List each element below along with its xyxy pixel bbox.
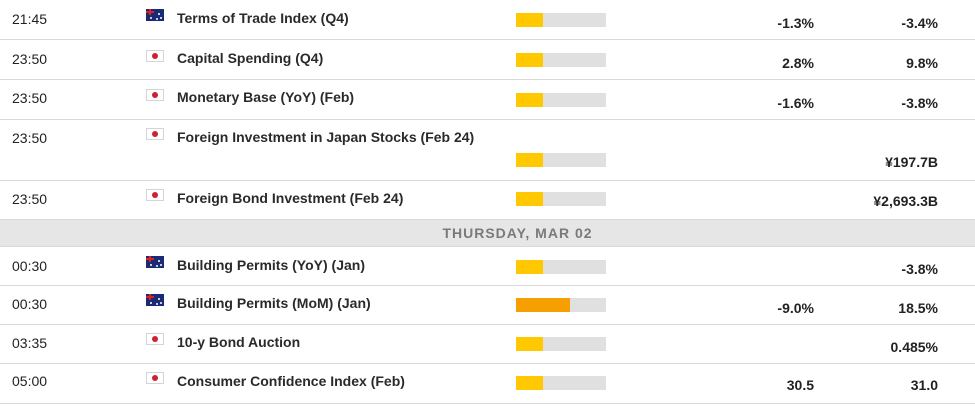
impact-bar-fill: [516, 337, 543, 351]
impact-bar: [516, 192, 606, 206]
impact-bar: [516, 153, 606, 167]
impact-bar-fill: [516, 93, 543, 107]
actual-value: 2.8%: [782, 55, 814, 71]
japan-flag-icon: [146, 50, 164, 62]
impact-bar: [516, 13, 606, 27]
event-time: 23:50: [12, 191, 48, 207]
japan-flag-icon: [146, 333, 164, 345]
actual-value: -1.3%: [777, 15, 814, 31]
event-time: 05:00: [12, 373, 48, 389]
day-header: THURSDAY, MAR 02: [0, 220, 975, 247]
actual-value: -1.6%: [777, 95, 814, 111]
table-row[interactable]: 23:50 Foreign Bond Investment (Feb 24) ¥…: [0, 181, 975, 220]
event-name[interactable]: Foreign Investment in Japan Stocks (Feb …: [177, 129, 475, 145]
japan-flag-icon: [146, 89, 164, 101]
event-time: 00:30: [12, 258, 48, 274]
event-time: 23:50: [12, 51, 48, 67]
forecast-value: 0.485%: [890, 339, 938, 355]
forecast-value: ¥2,693.3B: [873, 193, 938, 209]
impact-bar: [516, 260, 606, 274]
event-name[interactable]: Consumer Confidence Index (Feb): [177, 373, 405, 389]
japan-flag-icon: [146, 372, 164, 384]
event-name[interactable]: 10-y Bond Auction: [177, 334, 301, 350]
event-time: 03:35: [12, 335, 48, 351]
forecast-value: -3.8%: [901, 95, 938, 111]
actual-value: 30.5: [786, 377, 814, 393]
impact-bar-fill: [516, 298, 570, 312]
impact-bar-fill: [516, 153, 543, 167]
event-name[interactable]: Foreign Bond Investment (Feb 24): [177, 190, 404, 206]
actual-value: -9.0%: [777, 300, 814, 316]
impact-bar-fill: [516, 376, 543, 390]
table-row[interactable]: 21:45 Terms of Trade Index (Q4) -1.3% -3…: [0, 0, 975, 40]
australia-flag-icon: [146, 9, 164, 21]
impact-bar-fill: [516, 13, 543, 27]
japan-flag-icon: [146, 189, 164, 201]
event-time: 21:45: [12, 11, 48, 27]
forecast-value: 18.5%: [898, 300, 938, 316]
event-name[interactable]: Capital Spending (Q4): [177, 50, 324, 66]
impact-bar-fill: [516, 192, 543, 206]
event-time: 23:50: [12, 90, 48, 106]
forecast-value: 31.0: [910, 377, 938, 393]
australia-flag-icon: [146, 256, 164, 268]
impact-bar: [516, 337, 606, 351]
australia-flag-icon: [146, 294, 164, 306]
table-row[interactable]: 05:00 Consumer Confidence Index (Feb) 30…: [0, 364, 975, 404]
forecast-value: ¥197.7B: [885, 154, 938, 170]
forecast-value: -3.4%: [901, 15, 938, 31]
forecast-value: 9.8%: [906, 55, 938, 71]
table-row[interactable]: 00:30 Building Permits (YoY) (Jan) -3.8%: [0, 247, 975, 286]
impact-bar: [516, 376, 606, 390]
event-time: 23:50: [12, 130, 48, 146]
impact-bar: [516, 93, 606, 107]
event-name[interactable]: Building Permits (MoM) (Jan): [177, 295, 371, 311]
table-row[interactable]: 23:50 Monetary Base (YoY) (Feb) -1.6% -3…: [0, 80, 975, 120]
impact-bar-fill: [516, 260, 543, 274]
table-row[interactable]: 23:50 Capital Spending (Q4) 2.8% 9.8%: [0, 40, 975, 80]
event-name[interactable]: Monetary Base (YoY) (Feb): [177, 89, 355, 105]
day-header-label: THURSDAY, MAR 02: [442, 225, 593, 241]
event-time: 00:30: [12, 296, 48, 312]
table-row[interactable]: 00:30 Building Permits (MoM) (Jan) -9.0%…: [0, 286, 975, 325]
table-row[interactable]: 23:50 Foreign Investment in Japan Stocks…: [0, 120, 975, 181]
event-name[interactable]: Building Permits (YoY) (Jan): [177, 257, 365, 273]
impact-bar: [516, 298, 606, 312]
japan-flag-icon: [146, 128, 164, 140]
impact-bar-fill: [516, 53, 543, 67]
impact-bar: [516, 53, 606, 67]
forecast-value: -3.8%: [901, 261, 938, 277]
table-row[interactable]: 03:35 10-y Bond Auction 0.485%: [0, 325, 975, 364]
event-name[interactable]: Terms of Trade Index (Q4): [177, 10, 349, 26]
